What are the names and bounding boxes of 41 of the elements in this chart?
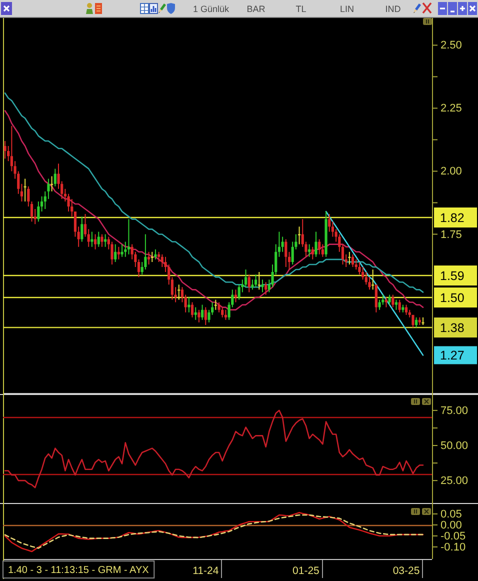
- ref-line-label: 1.50: [440, 291, 464, 305]
- candlestick: [24, 178, 26, 202]
- ref-line-label: 1.82: [440, 211, 464, 225]
- line-series: [325, 210, 424, 356]
- candlestick: [150, 252, 154, 262]
- x-tick-label: 11-24: [192, 565, 219, 577]
- line-series: [4, 110, 424, 310]
- text: LIN: [340, 4, 354, 14]
- line-series: [4, 92, 424, 293]
- candlestick: [100, 234, 104, 247]
- candlestick: [261, 280, 264, 292]
- y-tick-label: -0.10: [440, 541, 466, 554]
- text: TL: [296, 4, 306, 14]
- x-tick-label: 03-25: [392, 565, 420, 577]
- candlestick: [127, 219, 130, 254]
- y-tick-label: -0.05: [440, 530, 466, 542]
- y-tick-label: 2.25: [440, 102, 462, 115]
- y-tick-label: 50.00: [440, 440, 468, 452]
- text: BAR: [246, 4, 266, 14]
- candlestick: [120, 244, 124, 257]
- ref-line-label: 1.59: [440, 269, 464, 283]
- candlestick: [154, 249, 157, 260]
- y-tick-label: 2.00: [440, 166, 462, 178]
- candlestick: [214, 300, 217, 310]
- y-tick-label: 1.75: [440, 228, 462, 241]
- y-tick-label: 2.50: [440, 40, 462, 52]
- text: 1 Günlük: [192, 4, 230, 14]
- y-tick-label: 0.05: [440, 508, 462, 520]
- line-series: [4, 410, 424, 488]
- data-label: 1.27: [440, 348, 464, 363]
- candlestick: [50, 176, 54, 192]
- text: 1.40 - 3 - 11:13:15 - GRM - AYX: [8, 565, 150, 576]
- y-tick-label: 75.00: [440, 404, 468, 417]
- candlestick: [348, 252, 351, 264]
- candlestick: [298, 226, 301, 244]
- y-tick-label: 0.00: [440, 519, 462, 532]
- ref-line-label: 1.38: [440, 321, 464, 335]
- x-tick-label: 01-25: [292, 565, 320, 577]
- text: IND: [385, 4, 402, 14]
- candlestick: [422, 317, 424, 325]
- y-tick-label: 25.00: [440, 475, 468, 488]
